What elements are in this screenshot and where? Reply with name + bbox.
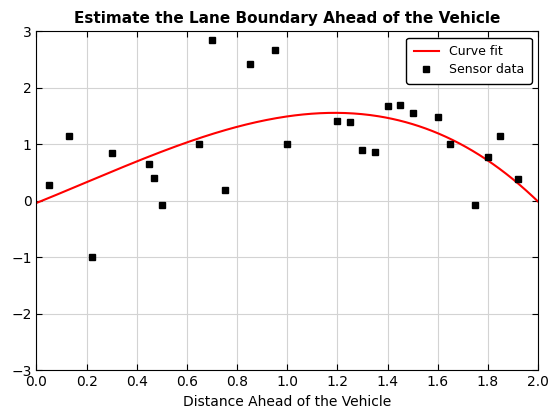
Sensor data	[151, 176, 158, 181]
Curve fit	[342, 110, 348, 116]
Curve fit	[330, 110, 337, 116]
Sensor data	[372, 149, 379, 154]
Sensor data	[146, 162, 153, 167]
Legend: Curve fit, Sensor data: Curve fit, Sensor data	[407, 38, 531, 84]
Sensor data	[447, 142, 454, 147]
Sensor data	[66, 134, 72, 139]
Curve fit	[458, 142, 464, 147]
Sensor data	[497, 134, 503, 139]
Sensor data	[472, 202, 479, 207]
Curve fit	[489, 161, 496, 166]
Sensor data	[484, 155, 491, 160]
Sensor data	[246, 62, 253, 67]
X-axis label: Distance Ahead of the Vehicle: Distance Ahead of the Vehicle	[183, 395, 391, 409]
Sensor data	[271, 47, 278, 52]
Sensor data	[221, 187, 228, 192]
Sensor data	[409, 111, 416, 116]
Sensor data	[359, 147, 366, 152]
Line: Curve fit: Curve fit	[36, 113, 538, 203]
Sensor data	[108, 150, 115, 155]
Sensor data	[46, 183, 53, 188]
Sensor data	[209, 37, 216, 42]
Line: Sensor data: Sensor data	[46, 37, 521, 260]
Sensor data	[88, 255, 95, 260]
Sensor data	[435, 115, 441, 120]
Sensor data	[347, 119, 353, 124]
Sensor data	[384, 103, 391, 108]
Curve fit	[333, 110, 340, 116]
Sensor data	[334, 118, 340, 123]
Curve fit	[535, 199, 542, 204]
Sensor data	[396, 102, 403, 108]
Sensor data	[284, 142, 291, 147]
Curve fit	[332, 110, 338, 116]
Title: Estimate the Lane Boundary Ahead of the Vehicle: Estimate the Lane Boundary Ahead of the …	[74, 11, 501, 26]
Sensor data	[515, 177, 521, 182]
Curve fit	[33, 200, 40, 205]
Curve fit	[35, 200, 41, 205]
Sensor data	[196, 142, 203, 147]
Sensor data	[158, 202, 165, 207]
